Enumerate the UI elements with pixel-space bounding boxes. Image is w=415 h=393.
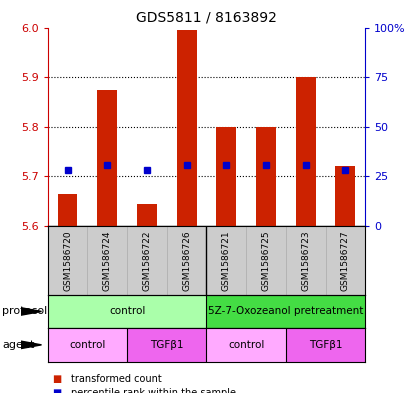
Text: transformed count: transformed count (71, 374, 161, 384)
Text: GSM1586723: GSM1586723 (301, 230, 310, 291)
Text: GSM1586725: GSM1586725 (261, 230, 271, 291)
Text: GSM1586727: GSM1586727 (341, 230, 350, 291)
Polygon shape (21, 308, 42, 315)
Bar (98, 90, 117, 226)
Text: control: control (109, 307, 145, 316)
Text: TGFβ1: TGFβ1 (309, 340, 342, 350)
Bar (296, 77, 315, 226)
Text: ■: ■ (52, 388, 61, 393)
Bar (216, 127, 236, 226)
Text: GSM1586726: GSM1586726 (182, 230, 191, 291)
Text: control: control (69, 340, 105, 350)
Polygon shape (21, 341, 42, 349)
Text: protocol: protocol (2, 307, 47, 316)
Bar (137, 204, 157, 226)
Text: GSM1586722: GSM1586722 (142, 230, 151, 290)
Bar (335, 167, 355, 226)
Text: TGFβ1: TGFβ1 (150, 340, 183, 350)
Bar (256, 127, 276, 226)
Bar (207, 295, 365, 328)
Text: ■: ■ (52, 374, 61, 384)
Bar (177, 30, 197, 226)
Bar (127, 328, 207, 362)
Text: GSM1586721: GSM1586721 (222, 230, 231, 291)
Text: 5Z-7-Oxozeanol pretreatment: 5Z-7-Oxozeanol pretreatment (208, 307, 364, 316)
Bar (286, 328, 365, 362)
Text: GSM1586724: GSM1586724 (103, 230, 112, 290)
Bar (48, 295, 207, 328)
Text: percentile rank within the sample: percentile rank within the sample (71, 388, 236, 393)
Title: GDS5811 / 8163892: GDS5811 / 8163892 (136, 11, 277, 25)
Bar (48, 328, 127, 362)
Text: GSM1586720: GSM1586720 (63, 230, 72, 291)
Bar (58, 194, 78, 226)
Text: agent: agent (2, 340, 34, 350)
Bar (207, 328, 286, 362)
Text: control: control (228, 340, 264, 350)
